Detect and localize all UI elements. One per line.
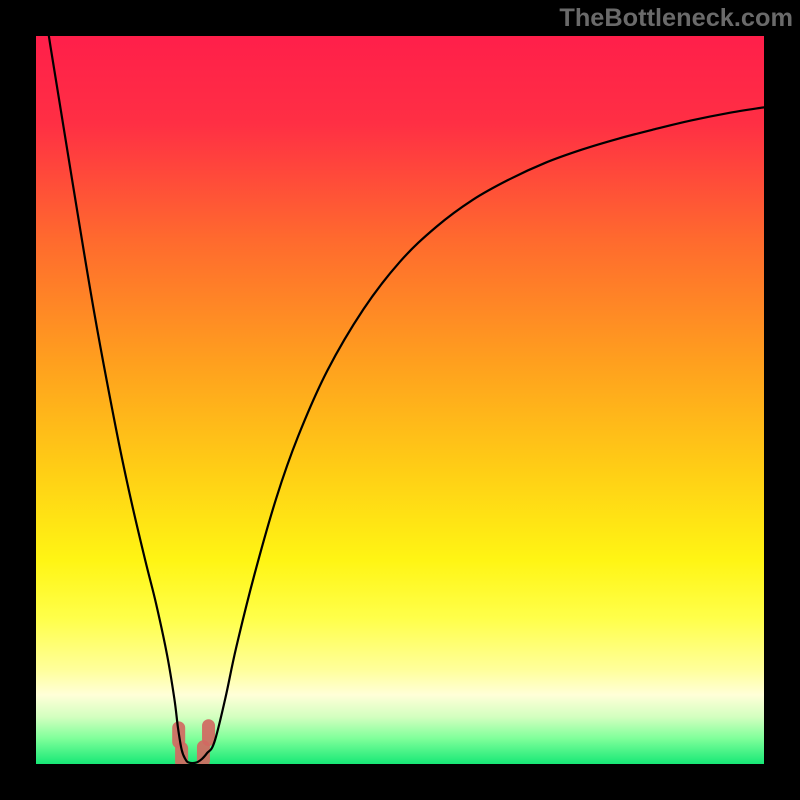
bottleneck-chart: TheBottleneck.com bbox=[0, 0, 800, 800]
marker-group bbox=[173, 720, 215, 764]
bottleneck-curve bbox=[36, 36, 764, 763]
curve-marker bbox=[203, 720, 215, 746]
curve-layer bbox=[36, 36, 764, 764]
chart-plot-area bbox=[36, 36, 764, 764]
watermark-label: TheBottleneck.com bbox=[559, 4, 793, 33]
